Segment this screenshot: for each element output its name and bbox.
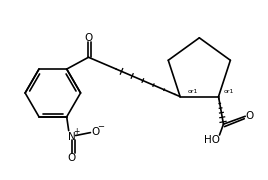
Text: or1: or1 [188,89,198,94]
Text: O: O [245,111,253,121]
Text: O: O [84,33,93,43]
Text: HO: HO [204,135,219,145]
Text: +: + [73,127,80,136]
Text: or1: or1 [224,89,234,94]
Text: N: N [68,132,76,141]
Text: −: − [97,122,104,131]
Text: O: O [91,127,99,137]
Text: O: O [68,153,76,163]
